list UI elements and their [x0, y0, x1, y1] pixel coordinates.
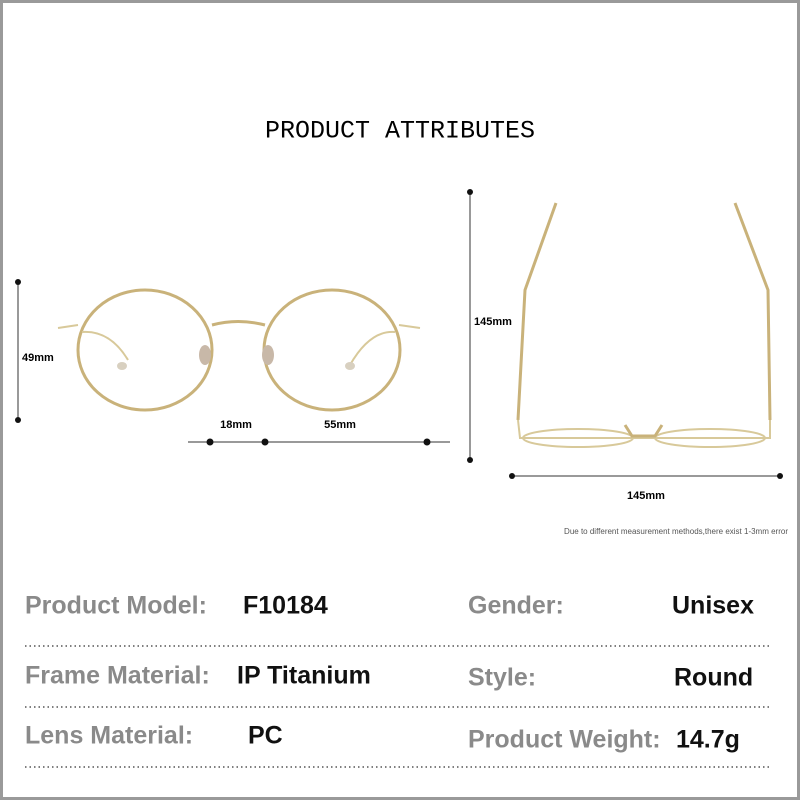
attr-value: IP Titanium: [237, 662, 371, 690]
attr-label: Lens Material:: [25, 722, 193, 750]
note: Due to different measurement methods,the…: [564, 527, 788, 536]
bridge-width: 18mm: [220, 419, 252, 431]
attr-label: Style:: [468, 664, 536, 692]
measurements: [15, 189, 783, 479]
lens-width: 55mm: [324, 419, 356, 431]
front-view: [57, 288, 421, 412]
attr-label: Frame Material:: [25, 662, 210, 690]
attr-value: 14.7g: [676, 726, 740, 754]
frame-width: 145mm: [627, 490, 665, 502]
attr-value: Unisex: [672, 592, 754, 620]
attr-label: Gender:: [468, 592, 564, 620]
attr-label: Product Weight:: [468, 726, 661, 754]
attr-label: Product Model:: [25, 592, 207, 620]
temple-length: 145mm: [474, 316, 512, 328]
attr-value: F10184: [243, 592, 328, 620]
attr-value: PC: [248, 722, 283, 750]
lens-height: 49mm: [22, 352, 54, 364]
title: PRODUCT ATTRIBUTES: [265, 117, 535, 146]
attr-value: Round: [674, 664, 753, 692]
top-view: [516, 202, 772, 448]
